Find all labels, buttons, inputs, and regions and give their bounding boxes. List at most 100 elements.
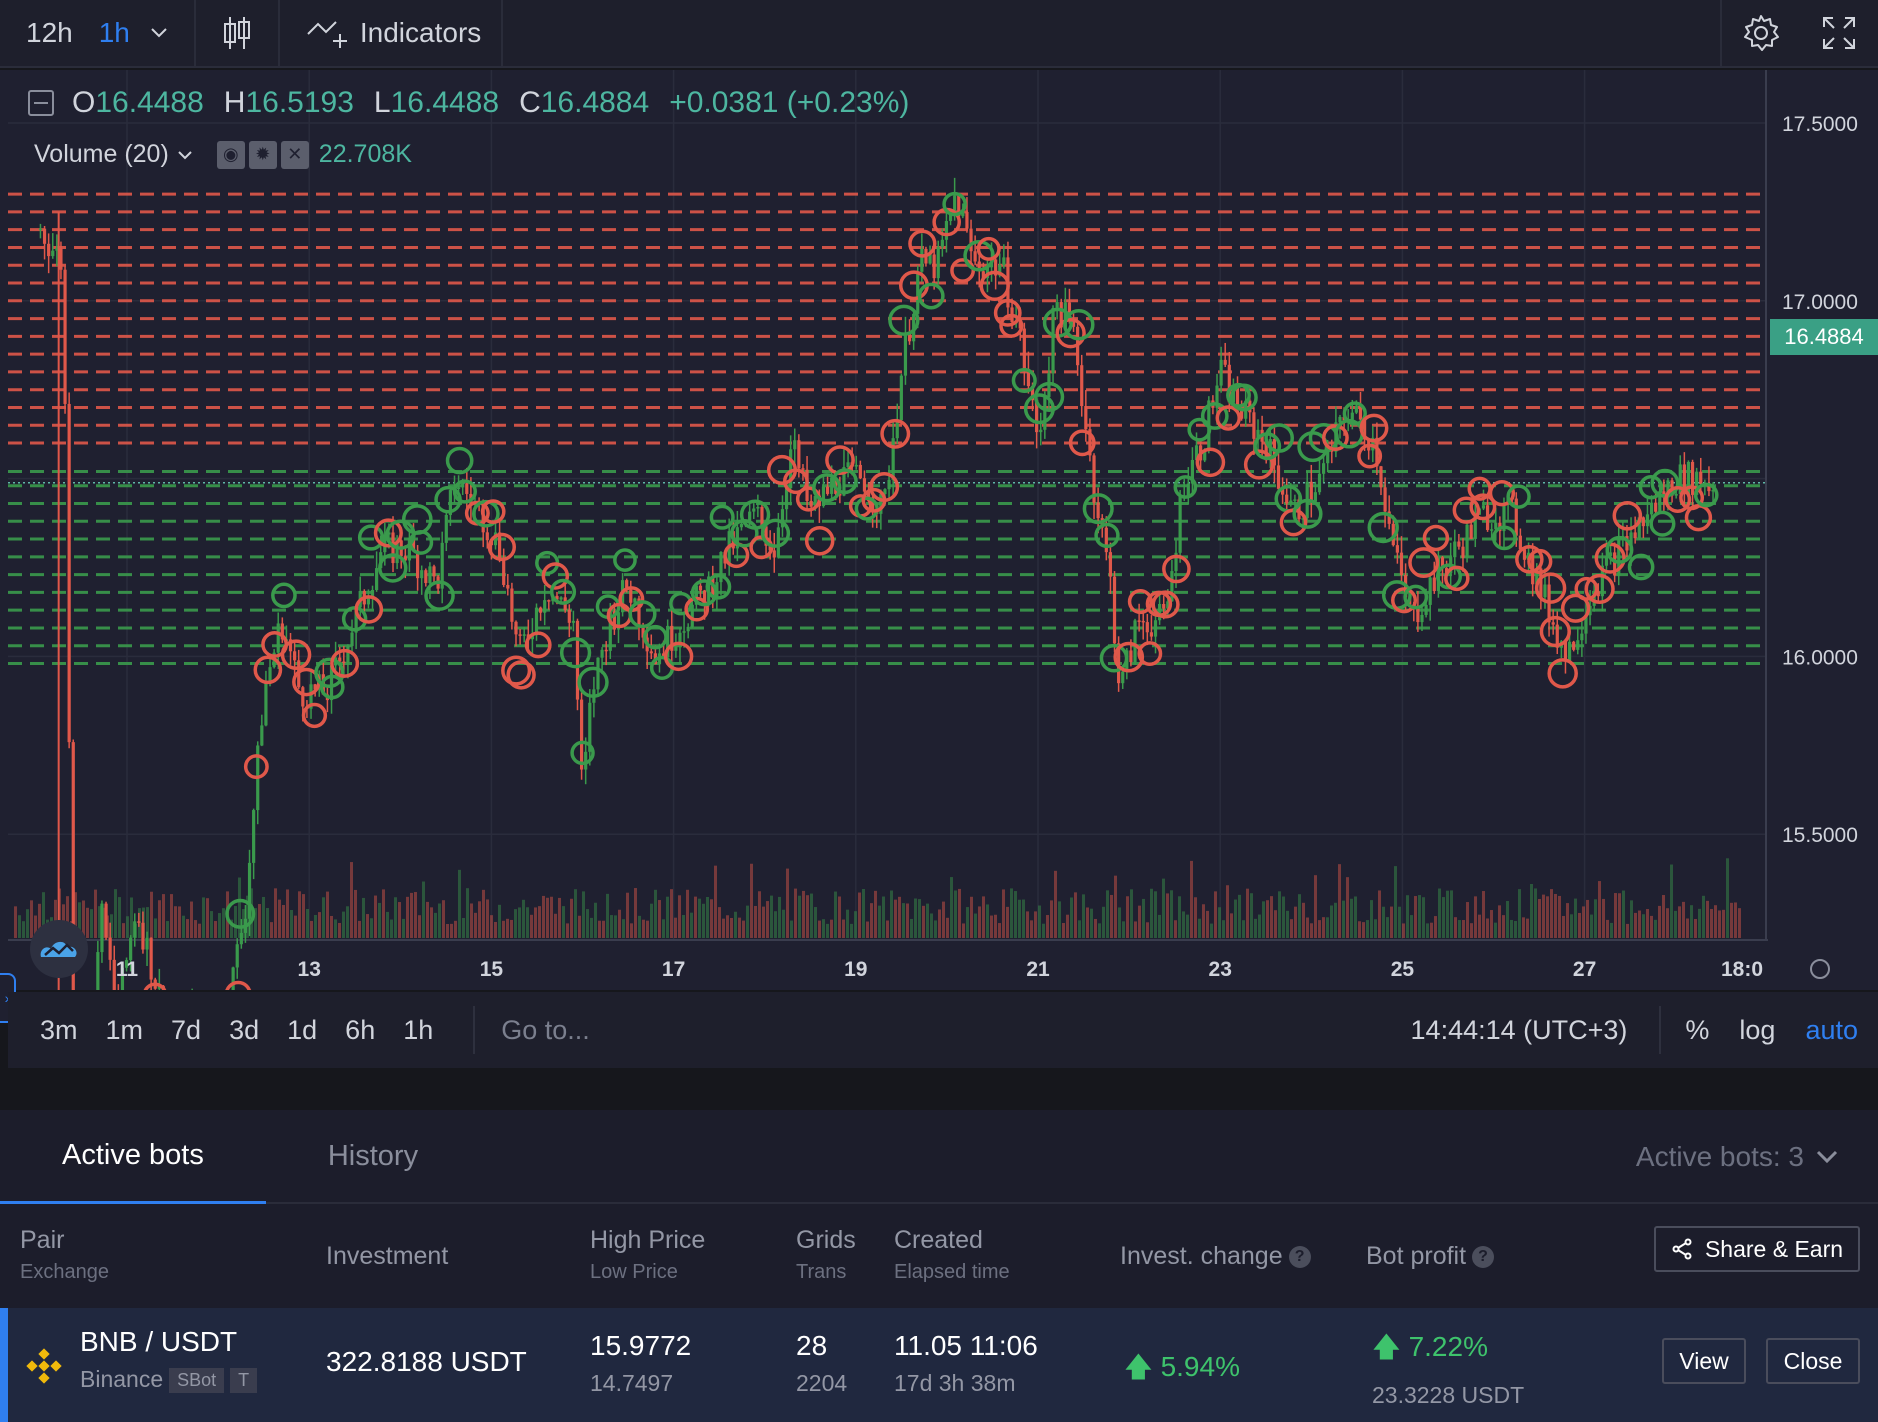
range-1m[interactable]: 1m — [105, 1014, 144, 1045]
trade-marker — [1469, 493, 1497, 521]
candle-body — [264, 681, 268, 726]
candle-body — [1555, 624, 1559, 648]
tab-history[interactable]: History — [327, 1139, 419, 1172]
chart-type-button[interactable] — [196, 0, 278, 67]
chart-settings-button[interactable] — [1722, 0, 1800, 67]
volume-bar — [1294, 906, 1297, 938]
price-chart[interactable]: 17.500017.000016.000015.500015.000014.50… — [0, 70, 1878, 990]
chart-area[interactable]: 17.500017.000016.000015.500015.000014.50… — [0, 70, 1878, 1023]
volume-bar — [1118, 907, 1121, 938]
candle-body — [1289, 500, 1293, 504]
eye-icon[interactable]: ◉ — [216, 140, 245, 169]
timeframe-12h[interactable]: 12h — [26, 17, 73, 48]
fullscreen-button[interactable] — [1800, 0, 1878, 67]
header-grids: Grids Trans — [796, 1226, 856, 1283]
volume-bar — [1578, 912, 1581, 938]
trade-marker — [663, 641, 694, 672]
help-icon[interactable]: ? — [1472, 1246, 1495, 1269]
tradingview-logo-icon[interactable] — [30, 920, 88, 978]
candle-body — [440, 542, 444, 589]
volume-bar — [1094, 918, 1097, 938]
volume-bar — [790, 920, 793, 938]
time-tick-label: 17 — [662, 958, 685, 981]
volume-bar — [1110, 894, 1113, 938]
range-1h[interactable]: 1h — [403, 1014, 434, 1045]
view-button[interactable]: View — [1662, 1338, 1746, 1384]
volume-bar — [770, 895, 773, 938]
clock-display[interactable]: 14:44:14 (UTC+3) — [1410, 1014, 1628, 1045]
volume-bar — [126, 916, 129, 938]
range-3m[interactable]: 3m — [40, 1014, 78, 1045]
volume-bar — [806, 895, 809, 938]
candle-body — [1108, 552, 1113, 577]
volume-bar — [594, 902, 597, 938]
candle-body — [1387, 511, 1391, 524]
theme-toggle-icon[interactable] — [1810, 959, 1830, 979]
bot-profit-abs: 23.3228 USDT — [1372, 1382, 1525, 1408]
candle-body — [1551, 622, 1555, 625]
close-button[interactable]: Close — [1766, 1338, 1860, 1384]
timeframe-dropdown[interactable] — [130, 0, 194, 67]
candle-body — [994, 259, 998, 276]
volume-bar — [1154, 891, 1157, 938]
candle-body — [1174, 552, 1178, 572]
volume-bar — [1178, 896, 1181, 938]
share-earn-button[interactable]: Share & Earn — [1654, 1226, 1860, 1272]
close-icon[interactable]: ✕ — [280, 140, 309, 169]
candle-body — [145, 937, 149, 950]
volume-bar — [654, 889, 657, 938]
trade-marker — [1638, 475, 1664, 500]
volume-bar — [882, 896, 885, 938]
time-tick-label: 19 — [844, 958, 867, 981]
active-bots-dropdown[interactable]: Active bots: 3 — [1636, 1110, 1838, 1204]
candle-body — [575, 620, 580, 700]
candle-body — [1276, 465, 1281, 489]
volume-bar — [774, 911, 777, 938]
trade-marker — [314, 657, 345, 689]
volume-bar — [894, 899, 897, 938]
collapse-icon[interactable] — [28, 90, 54, 116]
candle-body — [1362, 419, 1367, 440]
candle-body — [1580, 633, 1584, 641]
volume-bar — [1038, 905, 1041, 938]
goto-button[interactable]: Go to... — [501, 1014, 590, 1045]
indicators-button[interactable]: Indicators — [280, 0, 501, 67]
trade-marker — [143, 982, 167, 990]
trade-marker — [577, 666, 609, 698]
volume-bar — [1190, 860, 1193, 938]
volume-bar — [934, 920, 937, 938]
candle-body — [346, 646, 350, 663]
tab-active-bots[interactable]: Active bots — [0, 1110, 266, 1204]
investment-value: 322.8188 USDT — [326, 1346, 527, 1377]
volume-bar — [834, 891, 837, 938]
trade-marker — [942, 191, 967, 217]
range-7d[interactable]: 7d — [171, 1014, 202, 1045]
volume-bar — [1646, 909, 1649, 938]
trade-marker — [225, 980, 252, 990]
help-icon[interactable]: ? — [1288, 1246, 1311, 1269]
volume-bar — [238, 877, 241, 938]
gear-icon[interactable]: ✹ — [248, 140, 277, 169]
volume-bar — [366, 914, 369, 938]
range-3d[interactable]: 3d — [229, 1014, 260, 1045]
volume-bar — [758, 891, 761, 938]
volume-bar — [454, 920, 457, 938]
volume-bar — [390, 919, 393, 938]
trade-marker — [357, 524, 385, 551]
timeframe-1h[interactable]: 1h — [98, 17, 130, 48]
candle-body — [1190, 459, 1195, 484]
candle-body — [920, 248, 924, 272]
volume-bar — [1630, 900, 1633, 938]
volume-bar — [1054, 870, 1057, 938]
percent-scale-button[interactable]: % — [1685, 1014, 1710, 1045]
range-6h[interactable]: 6h — [345, 1014, 376, 1045]
auto-scale-button[interactable]: auto — [1805, 1014, 1858, 1045]
table-row[interactable]: BNB / USDT Binance SBot T 322.8188 USDT 15… — [0, 1308, 1878, 1422]
candle-body — [694, 585, 698, 605]
range-1d[interactable]: 1d — [287, 1014, 318, 1045]
log-scale-button[interactable]: log — [1739, 1014, 1776, 1045]
volume-label[interactable]: Volume (20) — [34, 140, 169, 168]
chevron-down-icon[interactable] — [177, 149, 193, 161]
candle-body — [735, 527, 739, 549]
volume-bar — [1522, 917, 1525, 938]
